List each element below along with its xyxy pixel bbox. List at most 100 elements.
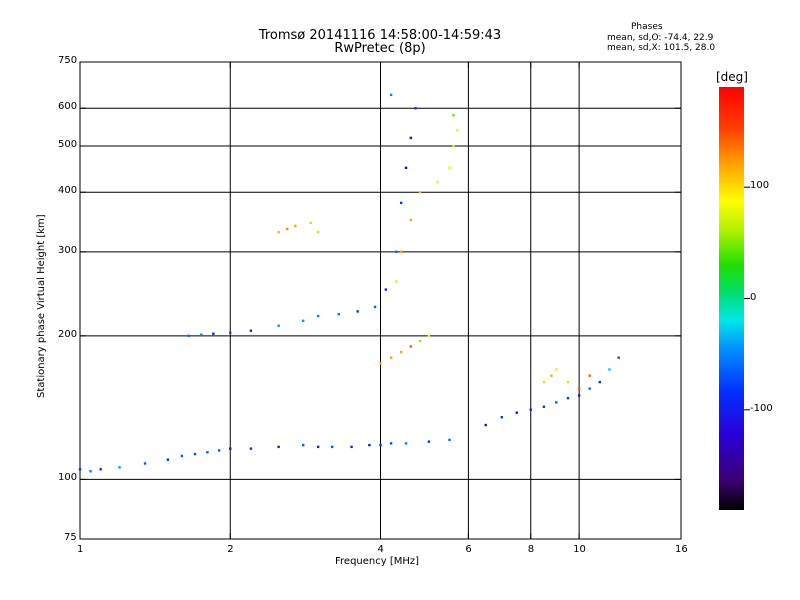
echo-point [330,445,334,449]
echo-point [301,443,305,447]
y-tick-label: 400 [58,185,78,197]
echo-point [249,329,253,332]
phases-x-stats: mean, sd,X: 101.5, 28.0 [607,43,716,53]
echo-point [404,166,408,170]
echo-point [409,136,412,140]
echo-point [166,458,170,461]
echo-point [409,218,412,222]
echo-point [555,368,558,371]
colorbar-tick-label: 100 [750,180,770,192]
echo-point [316,314,320,318]
echo-point [588,387,591,390]
colorbar-tick-label: -100 [750,402,773,414]
echo-point [542,405,546,408]
echo-point [384,288,388,291]
echo-point [193,452,197,456]
y-tick-label: 300 [58,244,78,256]
y-tick-label: 500 [58,138,78,150]
chart-title: Tromsø 20141116 14:58:00-14:59:43 [258,28,502,43]
echo-point [399,250,403,254]
echo-point [484,423,487,427]
echo-point [206,451,209,454]
echo-point [277,324,280,327]
echo-point [452,114,455,117]
echo-point [187,334,190,338]
echo-point [212,332,215,335]
echo-point [550,374,553,377]
echo-point [368,443,371,447]
y-tick-label: 200 [58,328,78,340]
echo-point [356,310,359,313]
chart-subtitle: RwPretec (8p) [334,41,426,56]
echo-point [608,368,611,371]
echo-point [229,447,232,450]
echo-point [414,107,417,110]
echo-point [399,201,403,205]
y-tick-label: 100 [58,472,78,484]
echo-point [588,374,591,377]
echo-point [404,442,408,445]
colorbar-label: [deg] [716,70,748,84]
gridlines [80,62,681,539]
echo-point [301,319,305,323]
echo-point [389,93,393,97]
echo-point [309,221,312,225]
x-axis-label: Frequency [MHz] [335,556,420,567]
colorbar [719,87,744,510]
data-points [78,93,620,473]
echo-point [118,466,121,469]
echo-point [316,230,320,234]
echo-point [427,440,431,443]
echo-point [515,411,518,414]
echo-point [542,380,546,384]
echo-point [350,445,353,449]
echo-point [394,250,398,254]
echo-point [598,380,601,384]
axis-ticks [79,61,682,540]
echo-point [418,191,422,194]
y-tick-label: 75 [64,532,77,543]
echo-point [399,350,403,354]
echo-point [249,447,253,450]
echo-point [418,339,422,343]
echo-point [229,331,232,334]
echo-point [389,356,393,359]
echo-point [78,468,82,471]
echo-point [456,128,459,132]
echo-point [448,166,451,170]
echo-point [577,387,581,390]
echo-point [555,401,558,404]
echo-point [427,334,431,338]
echo-point [500,416,504,419]
echo-point [200,333,203,336]
echo-point [379,443,382,447]
echo-point [452,144,455,148]
echo-point [316,445,320,449]
echo-point [577,394,581,397]
y-axis-label: Stationary phase Virtual Height [km] [36,214,47,398]
echo-point [99,468,102,471]
y-tick-label: 600 [58,101,78,113]
echo-point [180,454,184,458]
x-tick-label: 10 [573,544,586,555]
x-tick-label: 8 [527,544,535,555]
echo-point [566,396,570,400]
echo-point [337,312,341,316]
echo-point [294,224,297,228]
x-tick-label: 2 [227,544,234,555]
echo-point [379,362,382,365]
echo-point [529,408,532,411]
echo-point [436,180,439,184]
y-tick-label: 750 [58,55,78,66]
colorbar-tick-label: 0 [750,291,757,303]
phases-heading: Phases [631,22,663,32]
echo-point [277,230,280,234]
echo-point [409,345,412,348]
colorbar-ticks [744,186,750,411]
echo-point [394,280,398,283]
phases-o-stats: mean, sd,O: -74.4, 22.9 [607,33,714,43]
echo-point [217,449,221,452]
echo-point [285,227,289,231]
x-tick-label: 6 [465,544,472,555]
